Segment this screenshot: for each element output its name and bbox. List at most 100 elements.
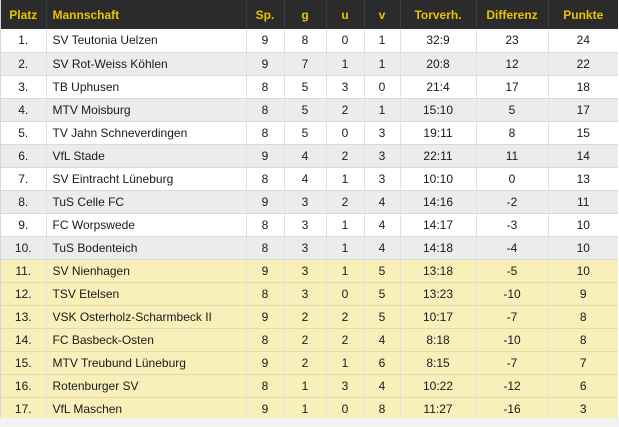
cell-points: 8 [548,328,618,352]
cell-team[interactable]: MTV Moisburg [46,98,247,122]
cell-team[interactable]: SV Rot-Weiss Köhlen [46,52,247,76]
cell-points: 9 [548,282,618,306]
table-row[interactable]: 10. TuS Bodenteich 8 3 1 4 14:18 -4 10 [1,236,618,260]
cell-lost: 1 [364,29,401,53]
cell-played: 8 [246,328,285,352]
cell-place: 4. [1,98,47,122]
cell-team[interactable]: SV Teutonia Uelzen [46,29,247,53]
cell-team[interactable]: Rotenburger SV [46,374,247,398]
table-row[interactable]: 1. SV Teutonia Uelzen 9 8 0 1 32:9 23 24 [1,29,618,53]
table-row[interactable]: 4. MTV Moisburg 8 5 2 1 15:10 5 17 [1,98,618,122]
cell-place: 9. [1,213,47,237]
cell-place: 12. [1,282,47,306]
cell-team[interactable]: MTV Treubund Lüneburg [46,351,247,375]
cell-points: 7 [548,351,618,375]
cell-points: 22 [548,52,618,76]
cell-difference: 11 [476,144,549,168]
header-team[interactable]: Mannschaft [46,0,247,29]
cell-team[interactable]: VfL Maschen [46,397,247,421]
header-won[interactable]: g [284,0,327,29]
table-row[interactable]: 9. FC Worpswede 8 3 1 4 14:17 -3 10 [1,213,618,237]
cell-difference: 8 [476,121,549,145]
cell-place: 10. [1,236,47,260]
table-row[interactable]: 3. TB Uphusen 8 5 3 0 21:4 17 18 [1,75,618,99]
cell-played: 9 [246,52,285,76]
cell-played: 8 [246,98,285,122]
header-goals[interactable]: Torverh. [400,0,477,29]
table-header-row: Platz Mannschaft Sp. g u v Torverh. Diff… [1,0,618,29]
cell-team[interactable]: FC Basbeck-Osten [46,328,247,352]
cell-played: 9 [246,29,285,53]
cell-won: 5 [284,75,327,99]
header-played[interactable]: Sp. [246,0,285,29]
table-row[interactable]: 6. VfL Stade 9 4 2 3 22:11 11 14 [1,144,618,168]
cell-lost: 8 [364,397,401,421]
cell-goals: 15:10 [400,98,477,122]
cell-drawn: 0 [326,397,365,421]
cell-difference: -2 [476,190,549,214]
table-row[interactable]: 17. VfL Maschen 9 1 0 8 11:27 -16 3 [1,397,618,421]
cell-team[interactable]: VSK Osterholz-Scharmbeck II [46,305,247,329]
table-row[interactable]: 15. MTV Treubund Lüneburg 9 2 1 6 8:15 -7 7 [1,351,618,375]
cell-points: 13 [548,167,618,191]
cell-won: 3 [284,190,327,214]
cell-won: 7 [284,52,327,76]
cell-lost: 6 [364,351,401,375]
header-lost[interactable]: v [364,0,401,29]
cell-goals: 20:8 [400,52,477,76]
cell-difference: -10 [476,328,549,352]
cell-team[interactable]: TuS Bodenteich [46,236,247,260]
table-row[interactable]: 8. TuS Celle FC 9 3 2 4 14:16 -2 11 [1,190,618,214]
cell-difference: 5 [476,98,549,122]
table-row[interactable]: 11. SV Nienhagen 9 3 1 5 13:18 -5 10 [1,259,618,283]
cell-played: 8 [246,236,285,260]
cell-drawn: 1 [326,351,365,375]
cell-team[interactable]: TB Uphusen [46,75,247,99]
cell-lost: 4 [364,236,401,260]
cell-goals: 22:11 [400,144,477,168]
table-row[interactable]: 16. Rotenburger SV 8 1 3 4 10:22 -12 6 [1,374,618,398]
cell-team[interactable]: VfL Stade [46,144,247,168]
cell-played: 9 [246,144,285,168]
cell-difference: -5 [476,259,549,283]
cell-points: 8 [548,305,618,329]
table-row[interactable]: 5. TV Jahn Schneverdingen 8 5 0 3 19:11 8 15 [1,121,618,145]
cell-won: 1 [284,374,327,398]
cell-goals: 10:17 [400,305,477,329]
cell-team[interactable]: SV Eintracht Lüneburg [46,167,247,191]
cell-difference: -7 [476,351,549,375]
header-place[interactable]: Platz [1,0,47,29]
cell-won: 3 [284,259,327,283]
cell-goals: 10:22 [400,374,477,398]
cell-drawn: 1 [326,52,365,76]
cell-points: 18 [548,75,618,99]
cell-points: 14 [548,144,618,168]
header-drawn[interactable]: u [326,0,365,29]
cell-team[interactable]: SV Nienhagen [46,259,247,283]
cell-team[interactable]: FC Worpswede [46,213,247,237]
cell-played: 8 [246,213,285,237]
cell-place: 8. [1,190,47,214]
cell-team[interactable]: TV Jahn Schneverdingen [46,121,247,145]
cell-played: 9 [246,397,285,421]
cell-drawn: 2 [326,98,365,122]
bottom-strip [0,418,619,427]
cell-difference: -4 [476,236,549,260]
table-row[interactable]: 12. TSV Etelsen 8 3 0 5 13:23 -10 9 [1,282,618,306]
cell-points: 6 [548,374,618,398]
header-points[interactable]: Punkte [563,7,604,22]
cell-goals: 19:11 [400,121,477,145]
table-row[interactable]: 13. VSK Osterholz-Scharmbeck II 9 2 2 5 10:17-… [1,305,618,329]
header-difference[interactable]: Differenz [476,0,549,29]
cell-goals: 8:18 [400,328,477,352]
cell-team[interactable]: TSV Etelsen [46,282,247,306]
cell-won: 1 [284,397,327,421]
table-row[interactable]: 14. FC Basbeck-Osten 8 2 2 4 8:18 -10 8 [1,328,618,352]
cell-difference: 23 [476,29,549,53]
cell-lost: 4 [364,328,401,352]
cell-team[interactable]: TuS Celle FC [46,190,247,214]
table-row[interactable]: 2. SV Rot-Weiss Köhlen 9 7 1 1 20:8 12 22 [1,52,618,76]
table-row[interactable]: 7. SV Eintracht Lüneburg 8 4 1 3 10:10 0 13 [1,167,618,191]
